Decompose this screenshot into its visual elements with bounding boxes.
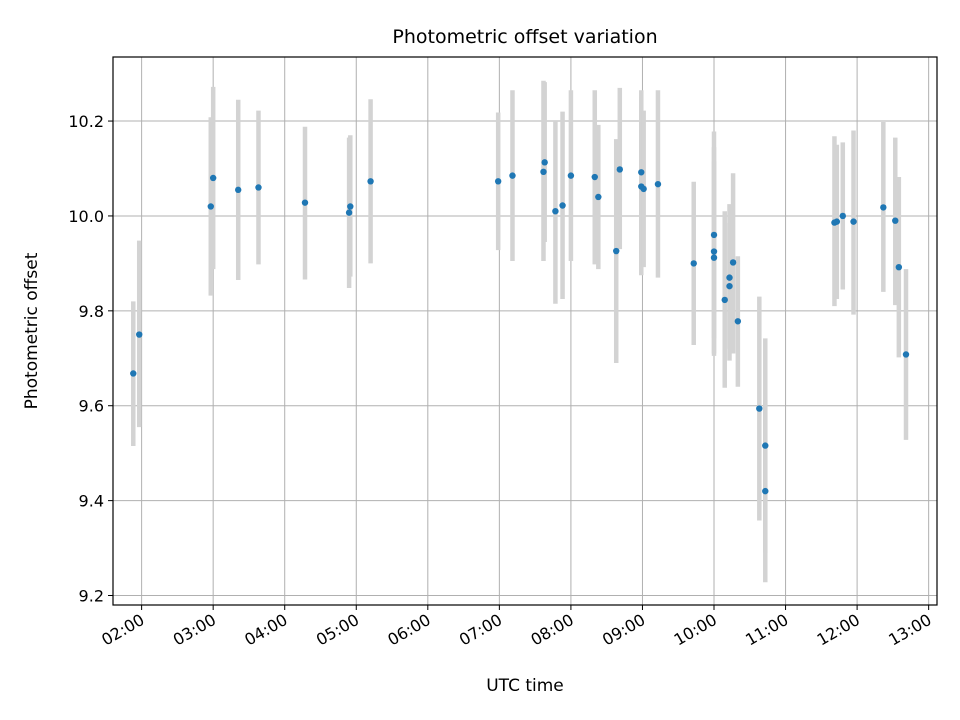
y-tick-label: 10.2 xyxy=(68,112,104,131)
data-point xyxy=(567,172,575,179)
data-point xyxy=(756,405,763,412)
data-point xyxy=(207,203,214,210)
data-point xyxy=(209,174,217,182)
data-point xyxy=(367,178,374,185)
data-point xyxy=(301,199,309,206)
data-point xyxy=(509,172,516,179)
data-point xyxy=(710,254,718,261)
data-point xyxy=(613,247,620,255)
data-point xyxy=(726,282,733,290)
data-point xyxy=(734,318,742,325)
data-point xyxy=(595,193,602,201)
data-point xyxy=(552,207,559,215)
y-tick-label: 9.2 xyxy=(79,587,104,606)
data-point xyxy=(345,209,353,216)
data-point xyxy=(833,218,841,225)
data-point xyxy=(347,203,354,210)
data-point xyxy=(638,169,645,176)
data-points xyxy=(130,159,910,495)
x-axis-label: UTC time xyxy=(486,676,564,696)
data-point xyxy=(710,231,718,239)
data-point xyxy=(494,178,502,185)
data-point xyxy=(880,204,887,211)
data-point xyxy=(729,259,737,266)
data-point xyxy=(690,260,697,267)
data-point xyxy=(726,274,733,281)
data-point xyxy=(559,202,566,209)
data-point xyxy=(762,487,769,495)
data-point xyxy=(130,370,137,377)
y-tick-label: 9.4 xyxy=(79,492,104,511)
data-point xyxy=(710,248,718,255)
y-axis-ticks: 9.2 9.4 9.6 9.8 10.0 10.2 xyxy=(68,112,113,606)
data-point xyxy=(591,173,598,181)
plot-frame xyxy=(112,56,938,606)
data-point xyxy=(654,180,662,188)
chart-title: Photometric offset variation xyxy=(392,26,657,48)
data-point xyxy=(902,351,910,358)
y-tick-label: 10.0 xyxy=(68,207,104,226)
data-point xyxy=(895,263,903,271)
data-point xyxy=(762,442,769,449)
data-point xyxy=(616,166,624,173)
data-point xyxy=(235,186,242,194)
y-axis-label: Photometric offset xyxy=(22,252,42,409)
data-point xyxy=(255,184,262,191)
data-point xyxy=(640,185,647,193)
y-tick-label: 9.6 xyxy=(79,397,104,416)
data-point xyxy=(541,159,548,166)
data-point xyxy=(540,168,547,176)
data-point xyxy=(892,217,899,224)
data-point xyxy=(136,331,143,338)
data-point xyxy=(839,212,846,220)
data-point xyxy=(850,218,857,225)
data-point xyxy=(721,296,728,304)
y-tick-label: 9.8 xyxy=(79,302,104,321)
